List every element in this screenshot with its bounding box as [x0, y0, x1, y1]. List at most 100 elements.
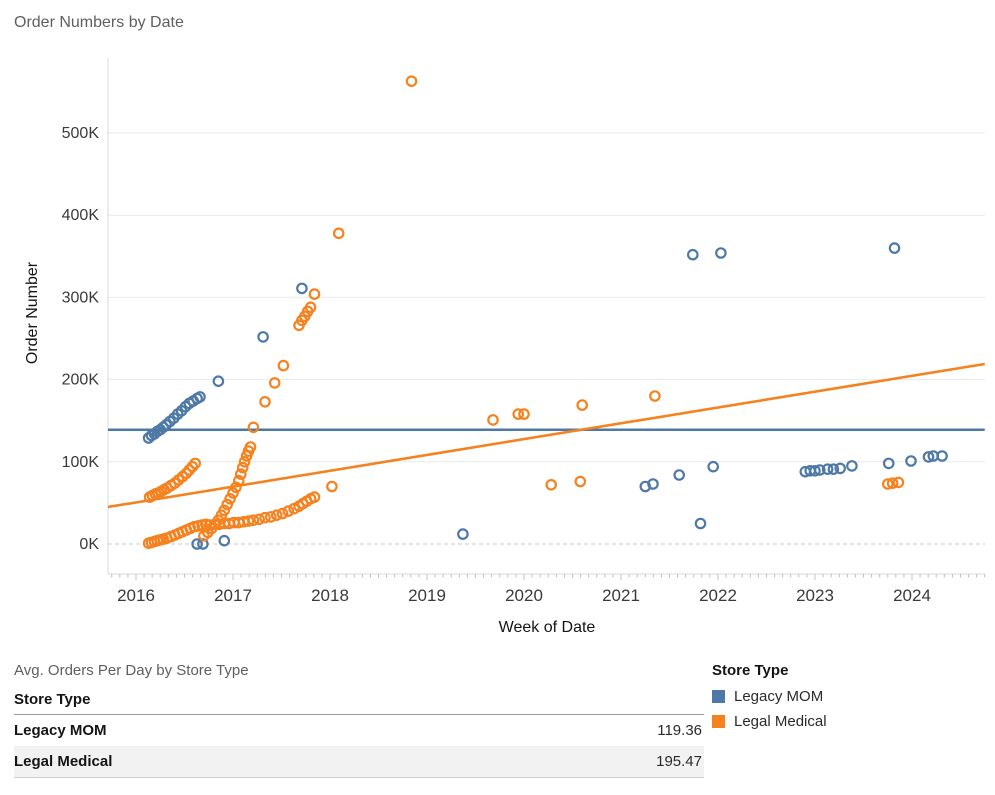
data-point-legacy-mom[interactable] [157, 421, 169, 434]
data-point-legacy-mom[interactable] [212, 375, 225, 387]
legend-item-label: Legacy MOM [734, 688, 824, 705]
data-point-legacy-mom[interactable] [218, 534, 231, 547]
data-point-legal-medical[interactable] [218, 504, 231, 517]
data-point-legal-medical[interactable] [238, 455, 251, 468]
data-point-legal-medical[interactable] [308, 491, 321, 503]
data-point-legal-medical[interactable] [881, 478, 894, 490]
data-point-legal-medical[interactable] [244, 441, 257, 453]
data-point-legacy-mom[interactable] [809, 464, 821, 477]
x-tick-label: 2019 [408, 586, 446, 605]
data-point-legal-medical[interactable] [236, 461, 249, 474]
data-point-legal-medical[interactable] [332, 227, 345, 240]
legal-medical-swatch-icon [712, 715, 725, 728]
data-point-legacy-mom[interactable] [888, 242, 901, 254]
table-row-label: Legacy MOM [14, 722, 107, 739]
legend-item-legal-medical[interactable]: Legal Medical [712, 713, 827, 730]
data-point-legacy-mom[interactable] [827, 463, 840, 475]
data-point-legacy-mom[interactable] [194, 391, 206, 403]
data-point-legacy-mom[interactable] [936, 450, 948, 462]
data-point-legal-medical[interactable] [277, 359, 290, 372]
data-point-legal-medical[interactable] [649, 390, 661, 402]
data-point-legacy-mom[interactable] [813, 464, 826, 476]
data-point-legal-medical[interactable] [242, 515, 255, 527]
avg-orders-table: Avg. Orders Per Day by Store Type Store … [14, 662, 704, 778]
data-point-legal-medical[interactable] [268, 377, 281, 389]
data-point-legacy-mom[interactable] [191, 538, 203, 550]
x-tick-label: 2018 [311, 586, 349, 605]
table-row[interactable]: Legal Medical 195.47 [14, 746, 704, 778]
data-point-legal-medical[interactable] [518, 408, 530, 420]
data-point-legacy-mom[interactable] [647, 478, 659, 490]
y-axis-title: Order Number [24, 261, 41, 365]
data-point-legal-medical[interactable] [574, 475, 587, 488]
data-point-legal-medical[interactable] [224, 492, 236, 505]
x-axis-title: Week of Date [498, 619, 596, 636]
y-tick-label: 300K [62, 289, 100, 306]
data-point-legacy-mom[interactable] [673, 469, 685, 481]
chart-title: Order Numbers by Date [14, 14, 184, 31]
x-tick-label: 2017 [214, 586, 252, 605]
data-point-legal-medical[interactable] [512, 408, 524, 420]
table-row-label: Legal Medical [14, 753, 113, 770]
data-point-legal-medical[interactable] [235, 468, 247, 480]
data-point-legal-medical[interactable] [576, 399, 588, 411]
y-tick-label: 0K [79, 536, 99, 553]
data-point-legacy-mom[interactable] [834, 462, 846, 475]
data-point-legal-medical[interactable] [304, 301, 317, 314]
legend-item-legacy-mom[interactable]: Legacy MOM [712, 688, 827, 705]
x-tick-label: 2021 [602, 586, 640, 605]
data-point-legal-medical[interactable] [247, 421, 260, 434]
table-row-value: 195.47 [656, 753, 702, 770]
data-point-legal-medical[interactable] [282, 505, 295, 517]
data-point-legacy-mom[interactable] [197, 538, 209, 550]
data-point-legal-medical[interactable] [233, 474, 245, 487]
y-tick-label: 400K [62, 207, 100, 224]
data-point-legacy-mom[interactable] [882, 457, 895, 470]
data-point-legal-medical[interactable] [270, 509, 283, 521]
y-tick-label: 500K [62, 125, 100, 142]
data-point-legal-medical[interactable] [308, 288, 321, 300]
data-point-legal-medical[interactable] [247, 514, 260, 526]
data-point-legacy-mom[interactable] [707, 460, 719, 473]
data-point-legacy-mom[interactable] [694, 517, 707, 530]
data-point-legal-medical[interactable] [259, 395, 271, 408]
data-point-legal-medical[interactable] [230, 481, 242, 494]
data-point-legacy-mom[interactable] [296, 282, 308, 295]
data-point-legal-medical[interactable] [227, 487, 239, 499]
x-tick-label: 2022 [699, 586, 737, 605]
legacy-mom-swatch-icon [712, 690, 725, 703]
data-point-legal-medical[interactable] [892, 476, 905, 489]
legend-item-label: Legal Medical [734, 713, 827, 730]
data-point-legal-medical[interactable] [545, 478, 557, 491]
legend-title: Store Type [712, 662, 789, 679]
data-point-legal-medical[interactable] [183, 464, 196, 476]
x-tick-label: 2020 [505, 586, 543, 605]
data-point-legal-medical[interactable] [259, 511, 271, 524]
y-tick-label: 100K [62, 454, 100, 471]
data-point-legal-medical[interactable] [487, 414, 499, 426]
x-tick-label: 2016 [117, 586, 155, 605]
data-point-legacy-mom[interactable] [715, 247, 727, 259]
table-row-value: 119.36 [657, 722, 702, 739]
data-point-legal-medical[interactable] [264, 511, 277, 523]
data-point-legacy-mom[interactable] [686, 248, 699, 261]
data-point-legacy-mom[interactable] [905, 455, 917, 467]
data-point-legacy-mom[interactable] [457, 528, 469, 540]
data-point-legal-medical[interactable] [405, 75, 418, 87]
data-point-legal-medical[interactable] [276, 507, 289, 520]
table-row[interactable]: Legacy MOM 119.36 [14, 715, 704, 746]
store-type-legend: Store Type Legacy MOM Legal Medical [712, 662, 827, 738]
data-point-legacy-mom[interactable] [922, 451, 935, 463]
data-point-legal-medical[interactable] [253, 513, 266, 526]
data-point-legal-medical[interactable] [221, 498, 233, 511]
x-tick-label: 2023 [796, 586, 834, 605]
data-point-legal-medical[interactable] [886, 477, 899, 489]
data-point-legacy-mom[interactable] [257, 331, 269, 343]
data-point-legal-medical[interactable] [326, 480, 338, 493]
table-caption: Avg. Orders Per Day by Store Type [14, 662, 249, 679]
scatter-plot: 0K 100K 200K 300K 400K 500K 2016 2017 2018 2019 20… [62, 58, 986, 605]
data-point-legal-medical[interactable] [189, 457, 201, 470]
data-point-legacy-mom[interactable] [846, 460, 858, 472]
data-point-legacy-mom[interactable] [821, 463, 834, 475]
